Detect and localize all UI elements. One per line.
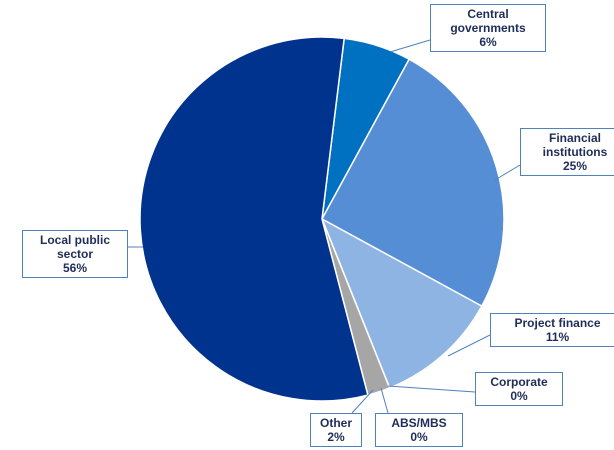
slice-value: 25% <box>562 159 588 173</box>
slice-label: ABS/MBS 0% <box>375 413 463 447</box>
slice-label: Financial institutions 25% <box>520 128 614 176</box>
slice-name: ABS/MBS <box>391 416 447 430</box>
slice-value: 56% <box>62 261 88 275</box>
slice-label: Local public sector 56% <box>22 230 128 278</box>
leader-line <box>447 334 491 357</box>
slice-label: Central governments 6% <box>430 4 546 52</box>
leader-line <box>389 39 431 53</box>
leader-line <box>387 385 476 393</box>
slice-value: 0% <box>410 430 428 444</box>
pie-slice <box>320 58 505 308</box>
slice-value: 6% <box>479 35 497 49</box>
slice-value: 11% <box>545 330 570 344</box>
slice-label: Corporate 0% <box>475 372 563 406</box>
slice-name: Other <box>319 416 352 430</box>
slice-name: Project finance <box>514 316 601 330</box>
leader-line <box>351 389 374 414</box>
pie-slice <box>320 217 483 389</box>
slice-name: Local public sector <box>39 233 110 261</box>
pie-slice <box>139 36 369 402</box>
slice-name: Corporate <box>490 375 548 389</box>
leader-line <box>494 164 521 181</box>
slice-value: 2% <box>327 430 345 444</box>
slice-label: Other 2% <box>310 413 362 447</box>
leader-line <box>380 387 389 414</box>
slice-name: Financial institutions <box>542 131 608 159</box>
slice-value: 0% <box>510 389 528 403</box>
slice-name: Central governments <box>450 7 526 35</box>
slice-label: Project finance 11% <box>490 313 614 347</box>
